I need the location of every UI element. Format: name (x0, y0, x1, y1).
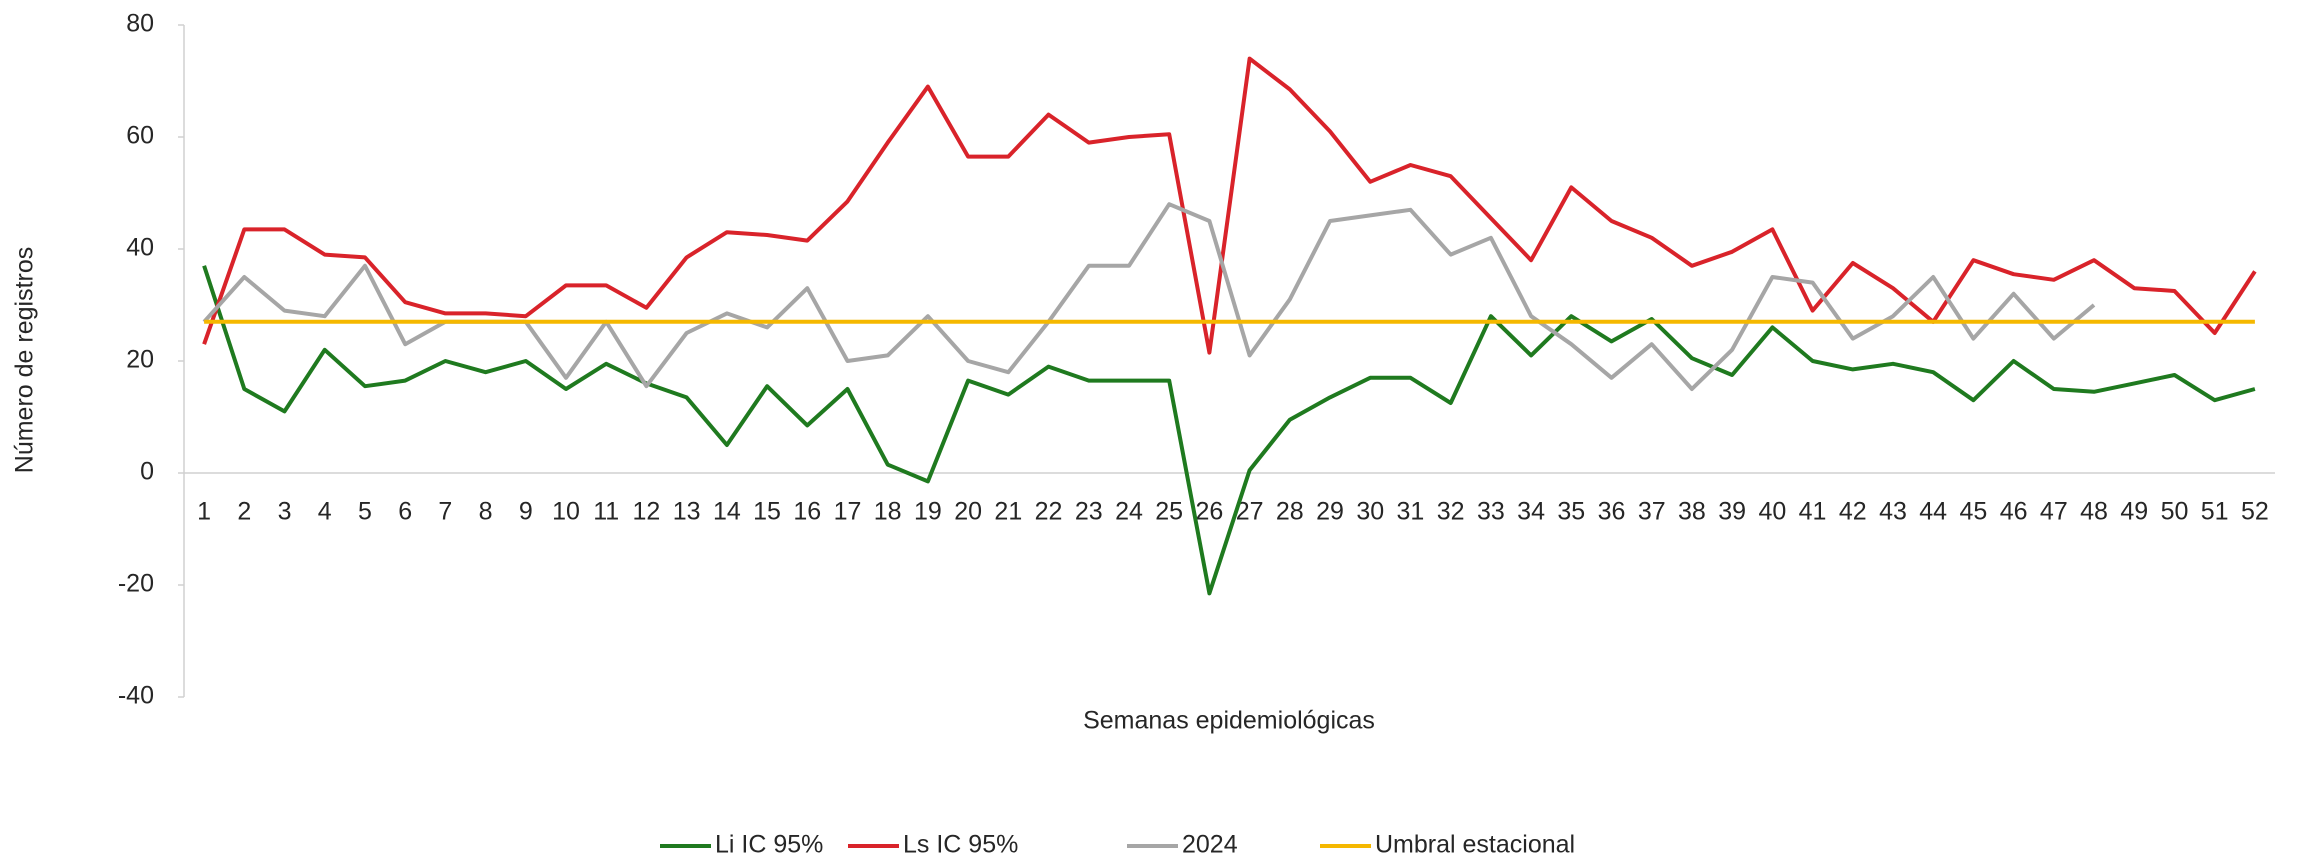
y-axis-title: Número de registros (11, 247, 39, 473)
x-tick-label: 41 (1799, 498, 1827, 526)
x-tick-label: 30 (1356, 498, 1384, 526)
x-tick-label: 10 (552, 498, 580, 526)
x-tick-label: 19 (914, 498, 942, 526)
x-tick-label: 51 (2201, 498, 2229, 526)
x-tick-label: 1 (197, 498, 211, 526)
x-tick-label: 25 (1155, 498, 1183, 526)
x-tick-label: 12 (633, 498, 661, 526)
x-tick-label: 37 (1638, 498, 1666, 526)
y-tick-label: 80 (126, 10, 154, 38)
x-tick-label: 33 (1477, 498, 1505, 526)
x-tick-label: 18 (874, 498, 902, 526)
x-tick-label: 11 (593, 498, 619, 526)
x-tick-label: 35 (1557, 498, 1585, 526)
x-tick-label: 48 (2080, 498, 2108, 526)
x-tick-label: 9 (519, 498, 533, 526)
x-tick-label: 52 (2241, 498, 2269, 526)
x-tick-label: 2 (237, 498, 251, 526)
y-tick-label: -40 (118, 682, 154, 710)
y-tick-label: 20 (126, 346, 154, 374)
x-tick-label: 8 (479, 498, 493, 526)
x-tick-label: 13 (673, 498, 701, 526)
x-tick-label: 22 (1035, 498, 1063, 526)
x-tick-label: 24 (1115, 498, 1143, 526)
y-tick-label: 60 (126, 122, 154, 150)
x-tick-label: 3 (278, 498, 292, 526)
x-tick-label: 16 (793, 498, 821, 526)
x-tick-label: 46 (2000, 498, 2028, 526)
series-line (202, 265, 2256, 596)
x-tick-label: 6 (398, 498, 412, 526)
x-tick-label: 42 (1839, 498, 1867, 526)
x-tick-label: 38 (1678, 498, 1706, 526)
y-tick-label: 0 (140, 458, 154, 486)
legend-label: Ls IC 95% (903, 831, 1018, 859)
x-tick-label: 34 (1517, 498, 1545, 526)
y-tick-label: -20 (118, 570, 154, 598)
x-tick-label: 47 (2040, 498, 2068, 526)
legend-label: Li IC 95% (715, 831, 823, 859)
x-tick-label: 4 (318, 498, 332, 526)
legend-label: Umbral estacional (1375, 831, 1575, 859)
x-tick-label: 44 (1919, 498, 1947, 526)
x-tick-label: 7 (438, 498, 452, 526)
x-tick-label: 15 (753, 498, 781, 526)
x-axis-title: Semanas epidemiológicas (1083, 707, 1375, 735)
y-tick-label: 40 (126, 234, 154, 262)
x-tick-label: 36 (1598, 498, 1626, 526)
x-tick-label: 28 (1276, 498, 1304, 526)
x-tick-label: 31 (1397, 498, 1425, 526)
x-tick-label: 49 (2120, 498, 2148, 526)
x-tick-label: 20 (954, 498, 982, 526)
legend-label: 2024 (1182, 831, 1238, 859)
x-tick-label: 45 (1960, 498, 1988, 526)
x-tick-label: 14 (713, 498, 741, 526)
series-line (202, 56, 2257, 355)
x-tick-label: 23 (1075, 498, 1103, 526)
x-tick-label: 32 (1437, 498, 1465, 526)
x-tick-label: 39 (1718, 498, 1746, 526)
x-tick-label: 50 (2161, 498, 2189, 526)
x-tick-label: 21 (994, 498, 1022, 526)
x-tick-label: 17 (834, 498, 862, 526)
x-tick-label: 40 (1758, 498, 1786, 526)
x-tick-label: 26 (1195, 498, 1223, 526)
x-tick-label: 5 (358, 498, 372, 526)
x-tick-label: 29 (1316, 498, 1344, 526)
x-tick-label: 43 (1879, 498, 1907, 526)
